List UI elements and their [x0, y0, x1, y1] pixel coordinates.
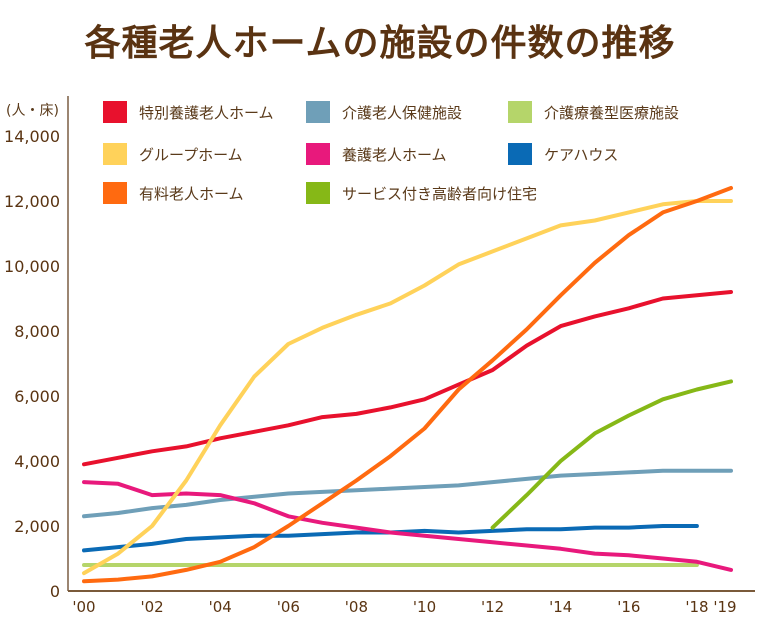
y-tick-label: 14,000	[4, 127, 60, 146]
chart-title: 各種老人ホームの施設の件数の推移	[84, 23, 676, 64]
legend-label: 特別養護老人ホーム	[139, 103, 274, 122]
series-line-7	[490, 379, 733, 530]
legend-label: 介護療養型医療施設	[544, 103, 680, 122]
y-tick-label: 12,000	[4, 192, 60, 211]
series-line-4	[82, 480, 733, 572]
x-tick-label: '00	[72, 598, 95, 616]
legend-label: 有料老人ホーム	[139, 184, 244, 203]
series-line-3	[82, 199, 733, 576]
legend-item-rouken: 介護老人保健施設	[306, 100, 462, 124]
x-tick-label: '14	[549, 598, 572, 616]
legend-swatch	[103, 143, 127, 165]
legend-label: ケアハウス	[544, 145, 619, 164]
legend-swatch	[103, 182, 127, 204]
legend-item-yuuryou: 有料老人ホーム	[103, 181, 244, 205]
legend-swatch	[508, 101, 532, 123]
legend-item-yougo: 養護老人ホーム	[306, 142, 447, 166]
legend-label: サービス付き高齢者向け住宅	[342, 184, 538, 203]
legend-label: グループホーム	[139, 145, 243, 164]
y-tick-label: 10,000	[4, 257, 60, 276]
legend-swatch	[306, 143, 330, 165]
x-tick-label: '02	[140, 598, 163, 616]
series-line-1	[82, 468, 733, 519]
legend-swatch	[306, 182, 330, 204]
legend-item-sakouju: サービス付き高齢者向け住宅	[306, 181, 537, 205]
x-tick-label: '10	[413, 598, 436, 616]
x-tick-label: '08	[345, 598, 368, 616]
legend-swatch	[103, 101, 127, 123]
x-tick-label: '18	[685, 598, 708, 616]
legend-item-ryouyou: 介護療養型医療施設	[508, 100, 679, 124]
x-tick-label: '16	[617, 598, 640, 616]
series-lines	[82, 186, 733, 584]
x-tick-label: '06	[277, 598, 300, 616]
legend-label: 介護老人保健施設	[342, 103, 463, 122]
series-line-6	[82, 186, 733, 584]
y-tick-label: 2,000	[14, 517, 60, 536]
x-tick-label: '12	[481, 598, 504, 616]
legend-label: 養護老人ホーム	[342, 145, 447, 164]
y-axis-unit-label: (人・床)	[6, 103, 59, 119]
legend-swatch	[306, 101, 330, 123]
legend-item-tokuyou: 特別養護老人ホーム	[103, 100, 274, 124]
axes	[67, 96, 755, 592]
y-tick-label: 0	[50, 582, 60, 601]
y-tick-label: 8,000	[14, 322, 60, 341]
legend-swatch	[508, 143, 532, 165]
series-line-0	[82, 290, 733, 467]
y-tick-label: 6,000	[14, 387, 60, 406]
x-tick-label: '04	[209, 598, 232, 616]
tick-labels: 0 2,000 4,000 6,000 8,000 10,000 12,000 14,000 '…	[4, 127, 737, 616]
series-line-5	[82, 524, 699, 553]
y-tick-label: 4,000	[14, 452, 60, 471]
legend-item-carehouse: ケアハウス	[508, 142, 618, 166]
legend-item-grouphome: グループホーム	[103, 142, 243, 166]
x-tick-label: '19	[713, 598, 736, 616]
